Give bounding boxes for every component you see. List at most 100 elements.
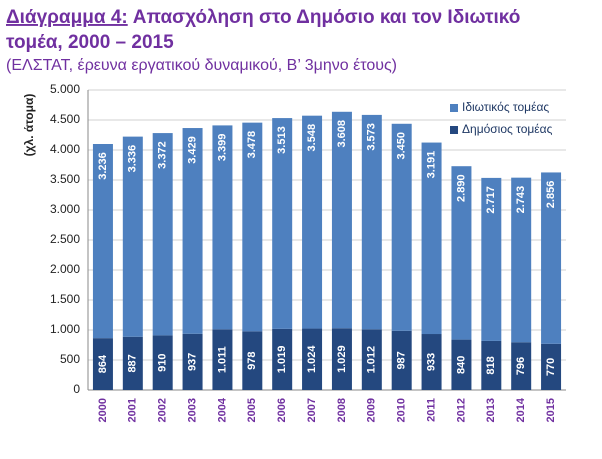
y-tick-label: 3.000 bbox=[50, 202, 80, 216]
bar-segment bbox=[122, 136, 143, 337]
chart-subtitle: (ΕΛΣΤΑΤ, έρευνα εργατικού δυναμικού, Β’ … bbox=[6, 57, 397, 74]
value-label: 840 bbox=[455, 356, 467, 374]
value-label: 3.548 bbox=[306, 124, 318, 152]
value-label: 978 bbox=[246, 351, 258, 369]
bar-segment bbox=[92, 144, 113, 339]
value-label: 3.608 bbox=[336, 120, 348, 148]
value-label: 864 bbox=[97, 354, 109, 373]
value-label: 3.429 bbox=[186, 136, 198, 164]
value-label: 2.856 bbox=[545, 181, 557, 209]
x-tick-label: 2013 bbox=[485, 398, 497, 422]
bar-segment bbox=[361, 329, 382, 390]
bar-segment bbox=[421, 142, 442, 335]
value-label: 796 bbox=[515, 357, 527, 375]
value-label: 818 bbox=[485, 356, 497, 374]
bar-segment bbox=[481, 177, 502, 341]
bar-segment bbox=[451, 166, 472, 340]
bar-segment bbox=[302, 328, 323, 390]
value-label: 3.191 bbox=[425, 151, 437, 179]
x-tick-label: 2003 bbox=[186, 398, 198, 422]
bar-segment bbox=[541, 343, 562, 390]
bar-segment bbox=[451, 339, 472, 390]
x-tick-label: 2004 bbox=[216, 397, 228, 422]
x-tick-label: 2007 bbox=[306, 398, 318, 422]
x-tick-label: 2000 bbox=[97, 398, 109, 422]
value-label: 1.019 bbox=[276, 346, 288, 374]
bar-segment bbox=[182, 333, 203, 390]
x-tick-label: 2010 bbox=[396, 398, 408, 422]
value-label: 887 bbox=[127, 354, 139, 372]
y-tick-label: 500 bbox=[60, 352, 80, 366]
y-tick-label: 4.500 bbox=[50, 112, 80, 126]
x-tick-label: 2001 bbox=[127, 398, 139, 422]
y-tick-label: 1.500 bbox=[50, 292, 80, 306]
bar-segment bbox=[212, 125, 233, 330]
y-tick-label: 2.500 bbox=[50, 232, 80, 246]
y-tick-label: 5.000 bbox=[50, 82, 80, 96]
value-label: 1.011 bbox=[216, 346, 228, 373]
value-label: 3.399 bbox=[216, 134, 228, 162]
bar-segment bbox=[511, 177, 532, 343]
bar-segment bbox=[152, 335, 173, 390]
y-tick-label: 1.000 bbox=[50, 322, 80, 336]
bar-segment bbox=[242, 122, 263, 332]
bar-segment bbox=[391, 330, 412, 390]
title-line: τομέα, 2000 – 2015 bbox=[6, 32, 174, 53]
bar-segment bbox=[272, 118, 293, 329]
x-tick-label: 2015 bbox=[545, 398, 557, 422]
value-label: 933 bbox=[425, 353, 437, 371]
bar-segment bbox=[331, 111, 352, 329]
bar-segment bbox=[302, 115, 323, 329]
bar-segment bbox=[511, 342, 532, 390]
bar-segment bbox=[122, 336, 143, 390]
x-tick-label: 2002 bbox=[157, 398, 169, 422]
bar-segment bbox=[541, 172, 562, 344]
bar-segment bbox=[242, 331, 263, 390]
value-label: 937 bbox=[186, 353, 198, 371]
value-label: 2.743 bbox=[515, 186, 527, 214]
y-tick-label: 2.000 bbox=[50, 262, 80, 276]
value-label: 1.012 bbox=[366, 346, 378, 374]
value-label: 2.890 bbox=[455, 174, 467, 202]
bar-segment bbox=[182, 128, 203, 334]
value-label: 3.372 bbox=[157, 141, 169, 169]
bar-segment bbox=[152, 133, 173, 336]
value-label: 910 bbox=[157, 354, 169, 372]
value-label: 3.336 bbox=[127, 145, 139, 173]
x-tick-label: 2014 bbox=[515, 397, 527, 422]
bar-segment bbox=[421, 334, 442, 390]
bar-segment bbox=[272, 328, 293, 390]
value-label: 3.478 bbox=[246, 131, 258, 159]
value-label: 3.450 bbox=[396, 132, 408, 160]
title-line: Απασχόληση στο Δημόσιο και τον Ιδιωτικό bbox=[133, 7, 521, 28]
title-label: Διάγραμμα 4: bbox=[6, 7, 128, 28]
x-tick-label: 2005 bbox=[246, 398, 258, 422]
legend-swatch bbox=[450, 126, 458, 134]
legend-label: Ιδιωτικός τομέας bbox=[462, 100, 549, 114]
x-tick-label: 2009 bbox=[366, 398, 378, 422]
legend-swatch bbox=[450, 104, 458, 112]
value-label: 987 bbox=[396, 351, 408, 369]
x-tick-label: 2008 bbox=[336, 398, 348, 422]
bar-segment bbox=[481, 340, 502, 390]
y-tick-label: 3.500 bbox=[50, 172, 80, 186]
value-label: 3.236 bbox=[97, 152, 109, 180]
bar-segment bbox=[331, 328, 352, 390]
value-label: 2.717 bbox=[485, 186, 497, 214]
bar-segment bbox=[361, 114, 382, 330]
x-tick-label: 2006 bbox=[276, 398, 288, 422]
bar-segment bbox=[391, 123, 412, 331]
y-axis-label: (χλ. άτομα) bbox=[22, 94, 36, 157]
y-tick-label: 4.000 bbox=[50, 142, 80, 156]
value-label: 1.024 bbox=[306, 345, 318, 373]
x-tick-label: 2011 bbox=[425, 398, 437, 422]
value-label: 3.573 bbox=[366, 123, 378, 151]
bar-segment bbox=[92, 338, 113, 390]
value-label: 3.513 bbox=[276, 126, 288, 154]
legend-label: Δημόσιος τομέας bbox=[462, 122, 553, 136]
x-tick-label: 2012 bbox=[455, 398, 467, 422]
value-label: 1.029 bbox=[336, 345, 348, 373]
value-label: 770 bbox=[545, 358, 557, 376]
bar-segment bbox=[212, 329, 233, 390]
